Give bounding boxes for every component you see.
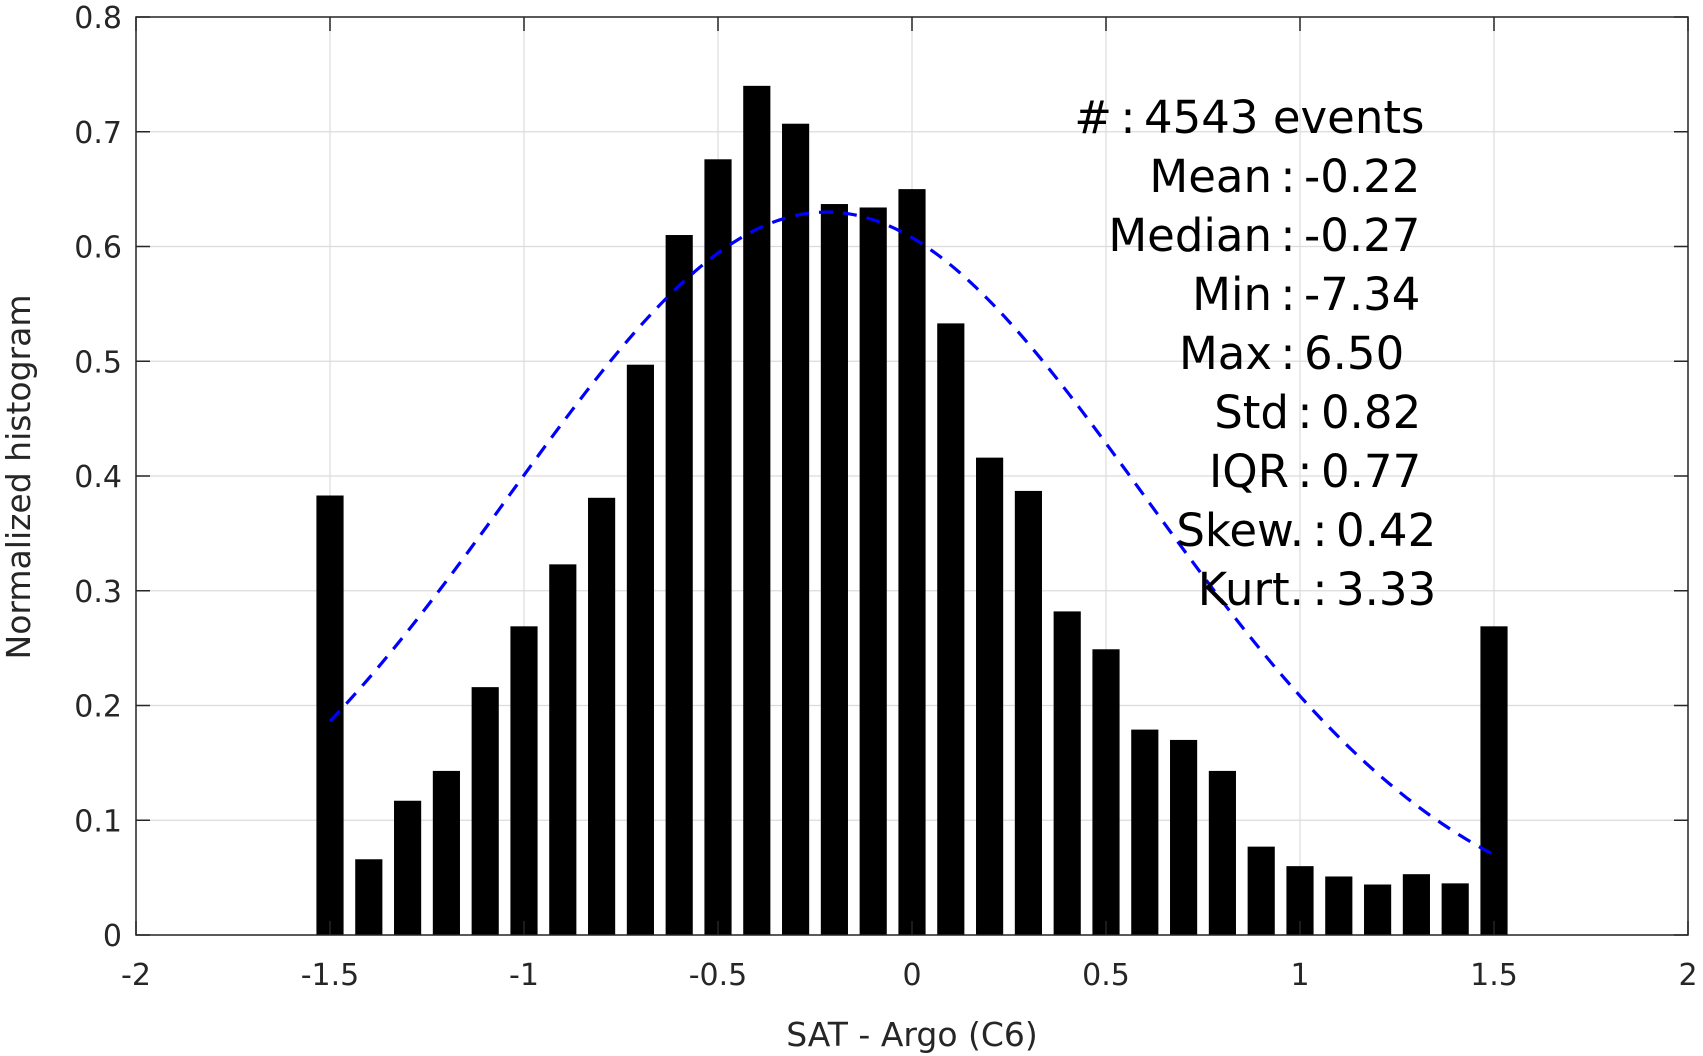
stat-label: Max [1179,327,1272,380]
histogram-bar [510,626,538,935]
stat-row: Std:0.82 [1214,386,1421,439]
histogram-bar [820,204,848,936]
histogram-bar [704,159,732,936]
stat-separator: : [1120,91,1135,144]
stat-row: Median: -0.27 [1108,209,1420,262]
stat-row: Kurt.:3.33 [1198,563,1436,616]
stat-value: 3.33 [1336,563,1436,616]
stat-label: Skew. [1176,504,1304,557]
stat-value: 4543 events [1144,91,1424,144]
y-tick-label: 0.1 [74,804,122,839]
histogram-bar [471,687,499,935]
y-tick-label: 0.7 [74,116,122,151]
stat-separator: : [1280,209,1295,262]
stat-separator: : [1297,386,1312,439]
histogram-bar [355,859,383,935]
histogram-bars [316,85,1508,936]
y-tick-label: 0.3 [74,575,122,610]
stat-separator: : [1280,150,1295,203]
histogram-bar [1092,649,1120,935]
stat-row: #:4543 events [1074,91,1424,144]
stat-value: -0.22 [1304,150,1420,203]
x-tick-label: 0 [902,958,921,993]
stat-value: 0.82 [1321,386,1421,439]
y-axis-ticks: 0 0.1 0.2 0.3 0.4 0.5 0.6 0.7 0.8 [74,1,1688,954]
y-axis-label: Normalized histogram [0,295,38,660]
stat-separator: : [1312,563,1327,616]
histogram-bar [1402,874,1430,935]
histogram-bar [1325,876,1353,935]
histogram-bar [937,323,965,935]
stat-row: Min: -7.34 [1192,268,1420,321]
stat-label: IQR [1209,445,1289,498]
stat-row: Skew.:0.42 [1176,504,1436,557]
stat-label: Std [1214,386,1289,439]
histogram-bar [1014,490,1042,935]
histogram-bar [782,123,810,935]
stat-value: 6.50 [1304,327,1404,380]
stat-row: Mean: -0.22 [1149,150,1420,203]
histogram-bar [1480,626,1508,935]
stat-label: Median [1108,209,1272,262]
stat-separator: : [1280,327,1295,380]
stat-label: Kurt. [1198,563,1304,616]
x-tick-label: 1 [1290,958,1309,993]
x-axis-ticks: -2 -1.5 -1 -0.5 0 0.5 1 1.5 2 [121,17,1698,993]
stat-separator: : [1312,504,1327,557]
y-tick-label: 0.6 [74,231,122,266]
histogram-bar [976,457,1004,935]
y-tick-label: 0.2 [74,690,122,725]
x-tick-label: -1 [509,958,539,993]
histogram-bar [1364,884,1392,935]
histogram-bar [859,207,887,936]
stat-value: -7.34 [1304,268,1420,321]
histogram-bar [1208,770,1236,935]
stat-value: -0.27 [1304,209,1420,262]
histogram-bar [898,189,926,935]
stat-separator: : [1280,268,1295,321]
stat-row: IQR:0.77 [1209,445,1421,498]
histogram-bar [1131,729,1159,935]
histogram-bar [1053,611,1081,935]
histogram-bar [626,364,654,935]
stat-value: 0.77 [1321,445,1421,498]
histogram-bar [743,85,771,936]
histogram-bar [549,564,577,935]
x-tick-label: 1.5 [1470,958,1518,993]
histogram-bar [432,770,460,935]
x-axis-label: SAT - Argo (C6) [786,1015,1038,1054]
stat-label: Mean [1149,150,1272,203]
histogram-bar [665,235,693,935]
x-tick-label: 2 [1678,958,1697,993]
stat-row: Max:6.50 [1179,327,1404,380]
stat-label: Min [1192,268,1272,321]
x-tick-label: 0.5 [1082,958,1130,993]
stat-separator: : [1297,445,1312,498]
y-tick-label: 0.4 [74,460,122,495]
y-tick-label: 0.8 [74,1,122,36]
normal-fit-curve [328,210,1495,857]
stat-label: # [1074,91,1112,144]
y-tick-label: 0 [103,919,122,954]
y-tick-label: 0.5 [74,345,122,380]
x-tick-label: -2 [121,958,151,993]
histogram-bar [588,497,616,935]
x-tick-label: -0.5 [689,958,748,993]
histogram-bar [394,800,422,935]
histogram-bar [316,495,344,935]
histogram-bar [1170,739,1198,935]
stat-value: 0.42 [1336,504,1436,557]
histogram-bar [1441,883,1469,935]
x-tick-label: -1.5 [301,958,360,993]
histogram-bar [1247,846,1275,935]
